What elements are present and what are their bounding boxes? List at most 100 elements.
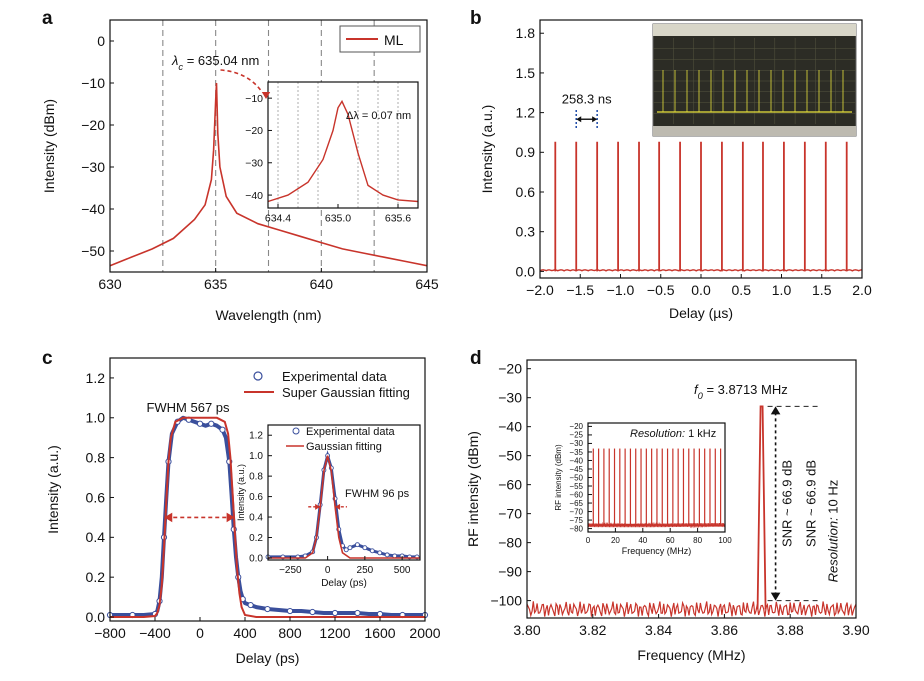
b-xtick-label: 0.0 bbox=[691, 282, 711, 298]
y-axis-label: Intensity (a.u.) bbox=[45, 445, 61, 534]
inset-data-point bbox=[362, 545, 368, 551]
c-inset-ytick-label: 0.8 bbox=[249, 472, 263, 483]
c-inset-xtick-label: 250 bbox=[357, 565, 374, 576]
resolution-label-part: 10 Hz bbox=[826, 480, 841, 518]
c-inset-ytick-label: 0.4 bbox=[249, 513, 263, 524]
period-arrow-right bbox=[592, 116, 598, 123]
inset-data-point bbox=[377, 550, 383, 556]
peak-wavelength-label-part: λ bbox=[171, 53, 178, 68]
d-inset-ytick-label: −50 bbox=[569, 473, 583, 482]
b-ytick-label: 1.8 bbox=[516, 25, 536, 41]
fundamental-frequency-label-part: = 3.8713 MHz bbox=[703, 382, 788, 397]
c-ytick-label: 0.6 bbox=[86, 489, 106, 505]
fundamental-frequency-label-part: 0 bbox=[698, 391, 704, 401]
d-inset-xtick-label: 100 bbox=[718, 536, 732, 545]
d-inset-ytick-label: −45 bbox=[569, 465, 583, 474]
b-xtick-label: −2.0 bbox=[526, 282, 554, 298]
snr-arrow-up bbox=[770, 406, 781, 415]
c-inset-xtick-label: 500 bbox=[394, 565, 411, 576]
a-inset-ytick-label: −30 bbox=[245, 157, 263, 169]
b-ytick-label: 0.9 bbox=[516, 144, 536, 160]
peak-wavelength-label-part: c bbox=[178, 62, 183, 72]
a-inset-ytick-label: −20 bbox=[245, 125, 263, 137]
a-ytick-label: −20 bbox=[81, 117, 105, 133]
d-inset-xtick-label: 80 bbox=[693, 536, 702, 545]
d-inset-ytick-label: −65 bbox=[569, 499, 583, 508]
peak-wavelength-label: λc = 635.04 nm bbox=[171, 53, 259, 72]
experimental-data-point bbox=[208, 420, 215, 427]
rf-noise-floor bbox=[526, 600, 857, 619]
c-xtick-label: −800 bbox=[94, 625, 126, 641]
d-ytick-label: −20 bbox=[498, 361, 522, 377]
inset-y-axis-label: Intensity (a.u.) bbox=[236, 464, 246, 521]
panel-letter: c bbox=[42, 348, 53, 369]
fundamental-frequency-label-part: f bbox=[694, 382, 699, 397]
inset-background bbox=[268, 425, 420, 560]
c-inset-ytick-label: 0.6 bbox=[249, 492, 263, 503]
d-inset-ytick-label: −80 bbox=[569, 524, 583, 533]
c-ytick-label: 0.2 bbox=[86, 569, 106, 585]
a-ytick-label: −30 bbox=[81, 159, 105, 175]
experimental-data-point bbox=[309, 608, 316, 616]
d-ytick-label: −40 bbox=[498, 419, 522, 435]
b-xtick-label: −1.5 bbox=[566, 282, 594, 298]
d-inset-ytick-label: −70 bbox=[569, 507, 583, 516]
b-ytick-label: 1.5 bbox=[516, 65, 536, 81]
a-ytick-label: −40 bbox=[81, 201, 105, 217]
inset-x-axis-label: Delay (ps) bbox=[321, 578, 367, 589]
c-xtick-label: 1200 bbox=[319, 625, 350, 641]
inset-x-axis-label: Frequency (MHz) bbox=[622, 546, 692, 556]
panel-c: c −800 −400 0 400 800 1200 1600 2000 0.0 0.2 0.4 0.6… bbox=[42, 348, 441, 666]
b-xtick-label: 2.0 bbox=[852, 282, 872, 298]
oscilloscope-status-bar bbox=[653, 126, 856, 136]
c-inset-ytick-label: 1.2 bbox=[249, 431, 263, 442]
d-inset-xtick-label: 60 bbox=[666, 536, 675, 545]
d-inset-ytick-label: −60 bbox=[569, 490, 583, 499]
panel-letter: d bbox=[470, 348, 482, 369]
a-xtick-label: 640 bbox=[310, 276, 334, 292]
inset-legend-marker bbox=[292, 427, 300, 435]
experimental-data-point bbox=[354, 609, 361, 617]
gaussian-fit-line bbox=[268, 455, 420, 559]
inset-spectrum-line bbox=[267, 99, 419, 203]
inset-fwhm-label: FWHM 96 ps bbox=[345, 488, 410, 500]
period-arrow-left bbox=[576, 116, 582, 123]
inset-data-point bbox=[347, 545, 353, 551]
d-ytick-label: −80 bbox=[498, 535, 522, 551]
y-axis-label: Intensity (a.u.) bbox=[479, 105, 495, 194]
c-ytick-label: 1.0 bbox=[86, 410, 106, 426]
b-ytick-label: 0.0 bbox=[516, 263, 536, 279]
c-xtick-label: −400 bbox=[139, 625, 171, 641]
legend-marker-experimental bbox=[253, 371, 263, 381]
x-axis-label: Delay (ps) bbox=[236, 650, 300, 666]
experimental-data-point bbox=[247, 601, 254, 609]
a-inset-xtick-label: 635.6 bbox=[385, 213, 411, 225]
experimental-data-point bbox=[264, 605, 271, 613]
d-inset-ytick-label: −25 bbox=[569, 431, 583, 440]
inset-data-point bbox=[369, 548, 375, 554]
b-xtick-label: 1.0 bbox=[772, 282, 792, 298]
experimental-data-point bbox=[196, 420, 204, 427]
resolution-label: Resolution: 10 Hz bbox=[826, 480, 841, 583]
period-label: 258.3 ns bbox=[562, 91, 612, 106]
c-inset-xtick-label: −250 bbox=[279, 565, 302, 576]
inset-legend-fit: Gaussian fitting bbox=[306, 441, 382, 453]
panel-letter: a bbox=[42, 8, 53, 29]
peak-wavelength-label-part: = 635.04 nm bbox=[183, 53, 259, 68]
experimental-data-point bbox=[376, 610, 384, 618]
legend-label: ML bbox=[384, 32, 404, 48]
inset-background bbox=[268, 82, 418, 208]
linewidth-annotation: Δλ = 0.07 nm bbox=[346, 110, 411, 122]
a-ytick-label: −10 bbox=[81, 75, 105, 91]
c-xtick-label: 1600 bbox=[364, 625, 395, 641]
inset-y-axis-label: RF intensity (dBm) bbox=[554, 444, 563, 511]
a-xtick-label: 645 bbox=[415, 276, 439, 292]
d-ytick-label: −100 bbox=[490, 593, 522, 609]
a-ytick-label: −50 bbox=[81, 243, 105, 259]
c-xtick-label: 2000 bbox=[409, 625, 440, 641]
c-frame bbox=[109, 357, 426, 622]
c-ytick-label: 0.8 bbox=[86, 450, 106, 466]
y-axis-label: RF intensity (dBm) bbox=[465, 431, 481, 547]
b-ytick-label: 0.6 bbox=[516, 184, 536, 200]
